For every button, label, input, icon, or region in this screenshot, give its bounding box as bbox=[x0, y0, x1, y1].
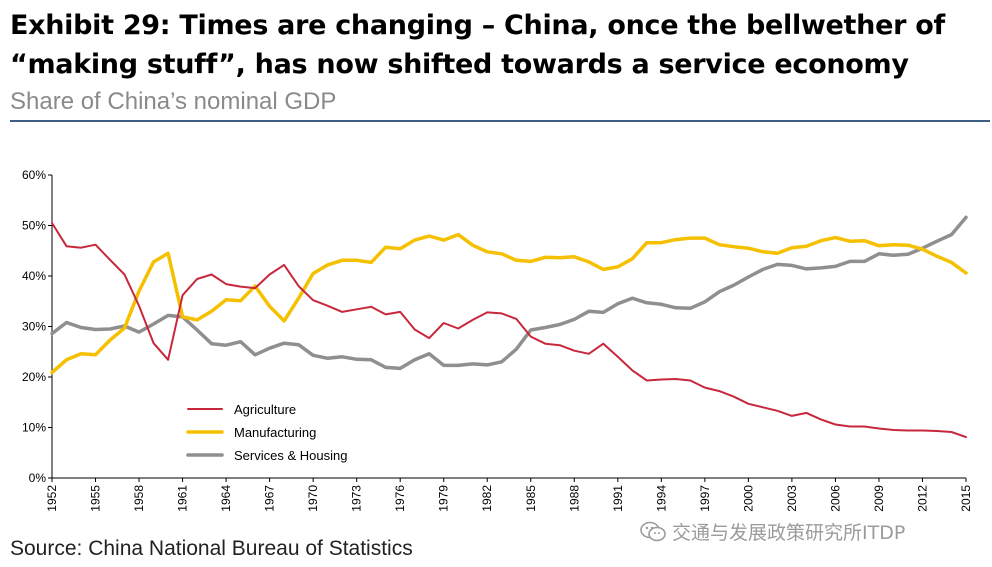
legend-label: Agriculture bbox=[234, 402, 296, 417]
y-tick-label: 40% bbox=[22, 269, 46, 283]
x-tick-label: 1970 bbox=[306, 485, 320, 512]
title-divider bbox=[10, 120, 990, 122]
x-tick-label: 1982 bbox=[480, 485, 494, 512]
chat-bubble-icon bbox=[640, 521, 666, 541]
x-tick-label: 1994 bbox=[654, 485, 668, 512]
y-tick-label: 20% bbox=[22, 370, 46, 384]
x-tick-label: 2003 bbox=[785, 485, 799, 512]
watermark: 交通与发展政策研究所ITDP bbox=[640, 518, 905, 545]
x-tick-label: 1958 bbox=[132, 485, 146, 512]
series-layer bbox=[50, 215, 968, 439]
gdp-share-line-chart: 0% 10% 20% 30% 40% 50% 60% 1952 1955 1958 1961 1964… bbox=[22, 168, 973, 512]
chart-subtitle: Share of China’s nominal GDP bbox=[10, 88, 337, 115]
x-tick-label: 1997 bbox=[698, 485, 712, 512]
y-tick-label: 30% bbox=[22, 320, 46, 334]
x-tick-label: 1976 bbox=[393, 485, 407, 512]
legend-label: Services & Housing bbox=[234, 448, 347, 463]
legend-label: Manufacturing bbox=[234, 425, 316, 440]
x-tick-label: 1961 bbox=[176, 485, 190, 512]
x-tick-label: 2000 bbox=[741, 485, 755, 512]
x-tick-label: 1979 bbox=[437, 485, 451, 512]
y-tick-label: 60% bbox=[22, 168, 46, 182]
x-tick-label: 1967 bbox=[263, 485, 277, 512]
x-tick-label: 1955 bbox=[89, 485, 103, 512]
x-tick-label: 1973 bbox=[350, 485, 364, 512]
source-note: Source: China National Bureau of Statist… bbox=[10, 537, 413, 560]
y-tick-label: 0% bbox=[29, 471, 47, 485]
series-line-services-housing bbox=[50, 215, 968, 371]
x-tick-label: 2006 bbox=[828, 485, 842, 512]
x-tick-label: 1964 bbox=[219, 485, 233, 512]
x-tick-label: 2012 bbox=[915, 485, 929, 512]
x-tick-label: 1991 bbox=[611, 485, 625, 512]
chart-axes: 0% 10% 20% 30% 40% 50% 60% 1952 1955 1958 1961 1964… bbox=[22, 168, 973, 512]
chart-legend: Agriculture Manufacturing Services & Housi… bbox=[186, 402, 347, 463]
x-tick-label: 1985 bbox=[524, 485, 538, 512]
y-tick-label: 50% bbox=[22, 219, 46, 233]
page-title: Exhibit 29: Times are changing – China, … bbox=[10, 10, 945, 80]
watermark-text: 交通与发展政策研究所ITDP bbox=[672, 522, 906, 544]
series-line-manufacturing bbox=[50, 232, 968, 375]
y-tick-label: 10% bbox=[22, 421, 46, 435]
x-tick-label: 1988 bbox=[567, 485, 581, 512]
x-tick-label: 1952 bbox=[45, 485, 59, 512]
x-tick-label: 2015 bbox=[959, 485, 973, 512]
x-tick-label: 2009 bbox=[872, 485, 886, 512]
series-line-agriculture bbox=[51, 222, 967, 439]
